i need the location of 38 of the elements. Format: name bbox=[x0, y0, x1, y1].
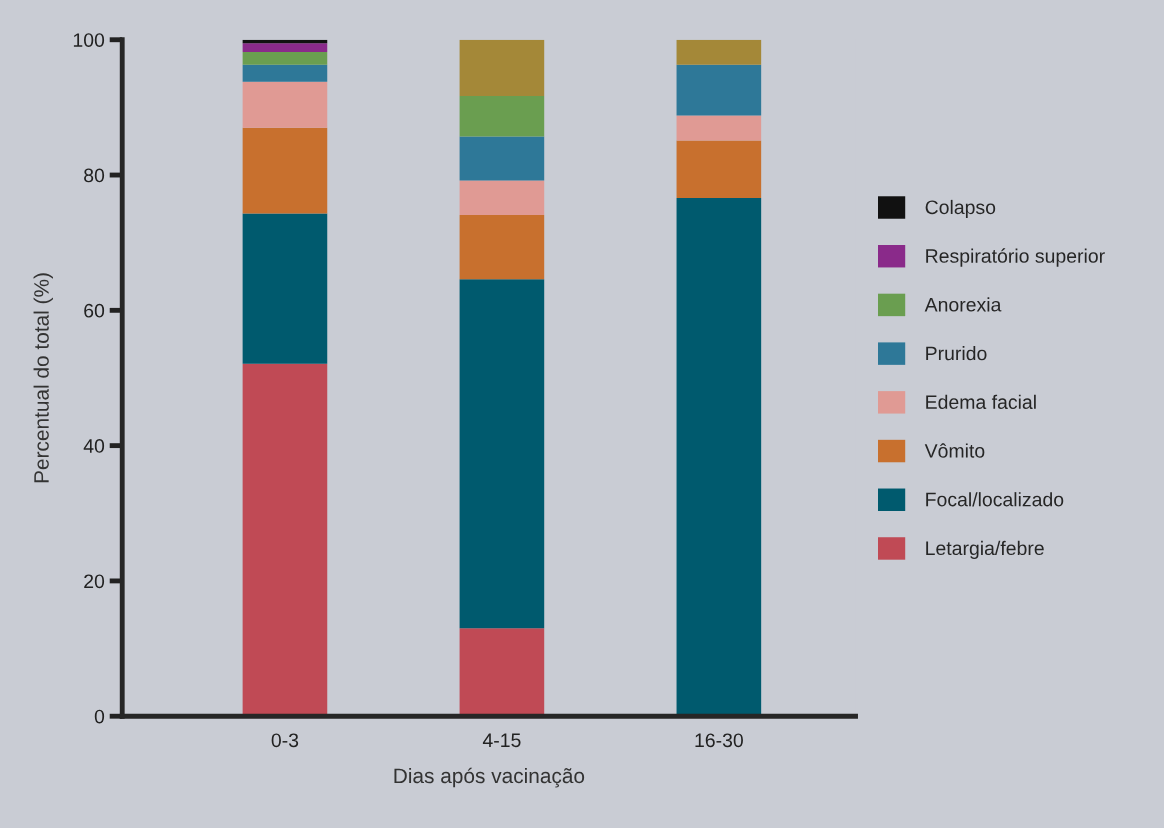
legend-label: Focal/localizado bbox=[926, 492, 1064, 507]
legend-label: Edema facial bbox=[926, 394, 1036, 409]
bar bbox=[242, 81, 328, 128]
bar bbox=[459, 214, 545, 280]
legend-label: Prurido bbox=[926, 346, 987, 361]
bar bbox=[676, 140, 762, 199]
y-tick-label: 100 bbox=[73, 33, 105, 47]
bar bbox=[242, 127, 328, 214]
x-tick-label: 4-15 bbox=[482, 733, 521, 748]
bar bbox=[459, 136, 545, 181]
y-tick-label: 0 bbox=[94, 709, 105, 724]
bar bbox=[676, 115, 762, 141]
bar bbox=[242, 64, 328, 82]
x-tick-label: 16-30 bbox=[695, 733, 743, 748]
y-tick-label: 80 bbox=[84, 168, 105, 183]
bar bbox=[242, 43, 328, 52]
legend-label: Anorexia bbox=[924, 297, 1002, 312]
legend-label: Colapso bbox=[925, 199, 996, 218]
y-tick-label: 40 bbox=[83, 439, 105, 453]
legend-label: Letargia/febre bbox=[926, 540, 1044, 559]
bar bbox=[676, 198, 762, 717]
bar bbox=[459, 95, 545, 137]
y-axis-title: Percentual do total (%) bbox=[33, 273, 53, 483]
legend-label: Vômito bbox=[924, 443, 985, 458]
y-tick-label: 60 bbox=[84, 303, 105, 318]
bar bbox=[459, 628, 545, 717]
bar bbox=[676, 39, 762, 65]
bar bbox=[459, 39, 545, 96]
bar bbox=[242, 363, 328, 717]
x-axis-title: Dias após vacinação bbox=[394, 767, 585, 788]
bar bbox=[459, 180, 545, 215]
x-tick-label: 0-3 bbox=[271, 733, 299, 748]
bar bbox=[459, 279, 545, 629]
bar bbox=[242, 51, 328, 65]
y-tick-label: 20 bbox=[84, 574, 105, 589]
bar bbox=[676, 64, 762, 116]
legend-label: Respiratório superior bbox=[926, 248, 1105, 267]
bar bbox=[242, 213, 328, 364]
